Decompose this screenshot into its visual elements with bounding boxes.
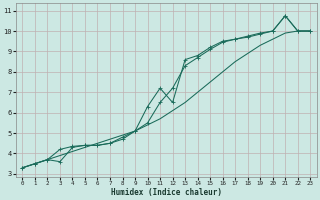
X-axis label: Humidex (Indice chaleur): Humidex (Indice chaleur) — [111, 188, 222, 197]
